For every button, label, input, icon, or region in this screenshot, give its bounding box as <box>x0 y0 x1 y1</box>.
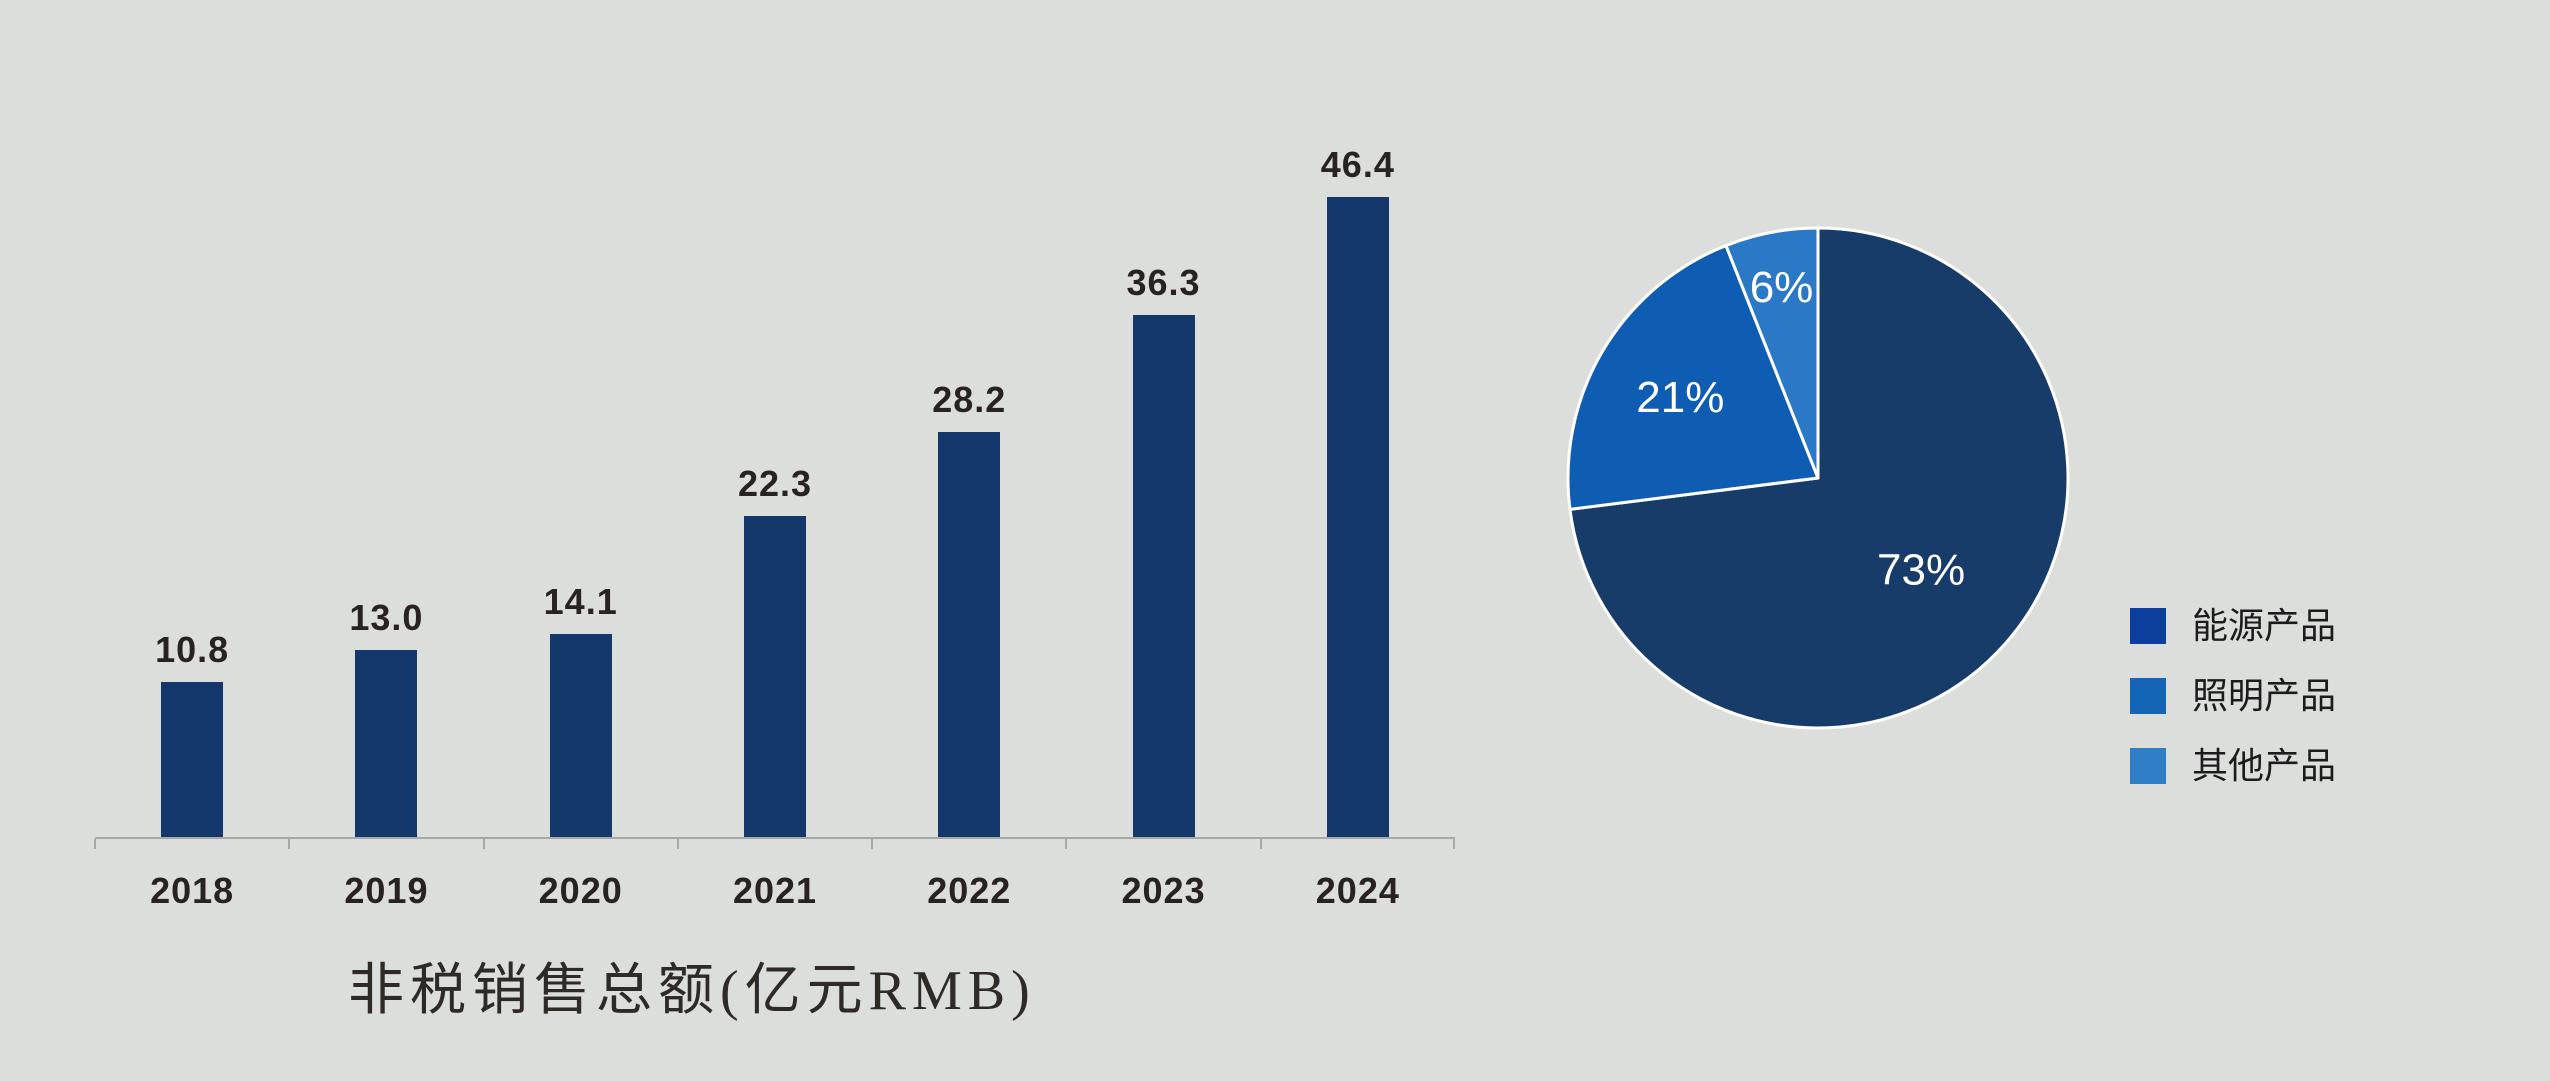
pie-slice-label: 73% <box>1877 545 1965 594</box>
x-axis-line <box>94 837 1455 851</box>
bar <box>1132 315 1195 837</box>
bar <box>743 516 806 837</box>
year-label: 2020 <box>538 870 623 911</box>
year-label: 2019 <box>344 870 429 911</box>
bar-value-label: 13.0 <box>349 597 424 638</box>
legend-label: 能源产品 <box>2192 605 2337 646</box>
pie-slice-label: 6% <box>1750 263 1814 312</box>
legend-swatch <box>2130 678 2166 714</box>
axis-tick <box>871 839 874 849</box>
legend-item: 照明产品 <box>2130 678 2336 714</box>
year-label: 2021 <box>732 870 818 911</box>
pie-slice <box>1724 226 1820 480</box>
year-label: 2024 <box>1315 870 1400 911</box>
bar <box>161 682 224 837</box>
pie-chart-graphic: 73% 21% 6% <box>1566 226 2070 730</box>
bar <box>938 432 1001 837</box>
bar-column: 13.0 <box>289 147 483 837</box>
bar-value-label: 36.3 <box>1126 262 1201 303</box>
year-label: 2018 <box>150 870 235 911</box>
bar-chart-title: 非税销售总额(亿元RMB) <box>348 960 1036 1022</box>
legend-item: 能源产品 <box>2130 608 2336 644</box>
bar <box>549 634 612 837</box>
legend-swatch <box>2130 748 2166 784</box>
year-label: 2023 <box>1121 870 1206 911</box>
bar-column: 36.3 <box>1066 147 1260 837</box>
axis-tick <box>1065 839 1068 849</box>
axis-tick <box>1453 839 1455 849</box>
bar-chart: 10.8 13.0 14.1 22.3 28.2 36.3 46.4 2018 2019 202… <box>94 147 1455 909</box>
legend-label: 其他产品 <box>2192 745 2337 786</box>
bar <box>1326 197 1389 837</box>
legend-label: 照明产品 <box>2192 675 2337 716</box>
legend-swatch <box>2130 608 2166 644</box>
x-axis-labels: 2018 2019 2020 2021 2022 2023 2024 <box>95 873 1455 909</box>
bar-plot-area: 10.8 13.0 14.1 22.3 28.2 36.3 46.4 <box>95 147 1455 837</box>
axis-tick <box>288 839 291 849</box>
bar-column: 14.1 <box>484 147 678 837</box>
bar-column: 28.2 <box>872 147 1066 837</box>
bar-column: 46.4 <box>1261 147 1455 837</box>
legend-item: 其他产品 <box>2130 748 2336 784</box>
bar-value-label: 28.2 <box>932 379 1007 420</box>
axis-tick <box>676 839 679 849</box>
bar <box>355 650 418 837</box>
bar-column: 10.8 <box>95 147 289 837</box>
axis-tick <box>94 839 96 849</box>
axis-tick <box>482 839 485 849</box>
bar-value-label: 14.1 <box>543 581 618 622</box>
pie-slice <box>1566 244 1820 511</box>
year-label: 2022 <box>927 870 1012 911</box>
pie-slice-label: 21% <box>1636 373 1724 422</box>
bar-value-label: 10.8 <box>155 629 230 670</box>
bar-value-label: 46.4 <box>1320 144 1395 185</box>
bar-value-label: 22.3 <box>737 463 813 504</box>
pie-legend: 能源产品照明产品其他产品 <box>2130 608 2336 818</box>
bar-column: 22.3 <box>678 147 872 837</box>
axis-tick <box>1259 839 1262 849</box>
